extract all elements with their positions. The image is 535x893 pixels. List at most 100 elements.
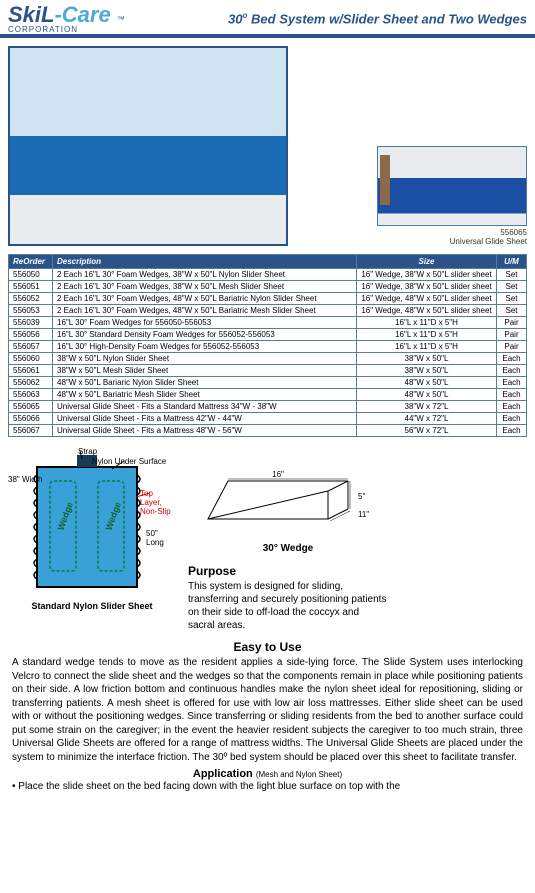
- table-cell: 16" Wedge, 38"W x 50"L slider sheet: [357, 281, 497, 293]
- table-cell: 44"W x 72"L: [357, 413, 497, 425]
- table-row: 55606138"W x 50"L Mesh Slider Sheet38"W …: [9, 365, 527, 377]
- table-cell: 556057: [9, 341, 53, 353]
- title-num: 30: [228, 12, 242, 27]
- table-row: 556065Universal Glide Sheet - Fits a Sta…: [9, 401, 527, 413]
- table-cell: 16" Wedge, 48"W x 50"L slider sheet: [357, 305, 497, 317]
- table-cell: 556039: [9, 317, 53, 329]
- table-cell: 38"W x 50"L: [357, 365, 497, 377]
- table-cell: 16"L x 11"D x 5"H: [357, 317, 497, 329]
- table-row: 55606248"W x 50"L Bariaric Nylon Slider …: [9, 377, 527, 389]
- wedge-svg: 16" 5" 11": [188, 469, 388, 539]
- logo-part-2: -Care: [54, 2, 110, 27]
- table-cell: Set: [497, 305, 527, 317]
- table-row: 556066Universal Glide Sheet - Fits a Mat…: [9, 413, 527, 425]
- top-layer-label: Top Layer, Non-Slip: [140, 489, 172, 516]
- table-cell: 2 Each 16"L 30° Foam Wedges, 38"W x 50"L…: [53, 269, 357, 281]
- table-cell: 38"W x 50"L Mesh Slider Sheet: [53, 365, 357, 377]
- table-cell: 556053: [9, 305, 53, 317]
- photo-caption-text: Universal Glide Sheet: [450, 237, 527, 246]
- col-description: Description: [53, 255, 357, 269]
- slider-sheet-diagram: Strap Nylon Under Surface 38" Width Wedg…: [12, 449, 172, 632]
- table-cell: 16"L x 11"D x 5"H: [357, 341, 497, 353]
- table-cell: 48"W x 50"L Bariaric Nylon Slider Sheet: [53, 377, 357, 389]
- table-cell: Each: [497, 353, 527, 365]
- table-cell: 16"L 30° Standard Density Foam Wedges fo…: [53, 329, 357, 341]
- table-cell: Universal Glide Sheet - Fits a Mattress …: [53, 425, 357, 437]
- side-product-photo-block: 556065 Universal Glide Sheet: [377, 146, 527, 246]
- table-cell: Set: [497, 281, 527, 293]
- main-product-photo: [8, 46, 288, 246]
- table-cell: 38"W x 72"L: [357, 401, 497, 413]
- table-row: 556067Universal Glide Sheet - Fits a Mat…: [9, 425, 527, 437]
- title-text: Bed System w/Slider Sheet and Two Wedges: [247, 12, 527, 27]
- glide-sheet-photo: [377, 146, 527, 226]
- table-header-row: ReOrder Description Size U/M: [9, 255, 527, 269]
- strap-label: Strap: [78, 447, 97, 456]
- table-cell: 16" Wedge, 38"W x 50"L slider sheet: [357, 269, 497, 281]
- application-section: Application (Mesh and Nylon Sheet) • Pla…: [0, 764, 535, 793]
- photo-code: 556065: [500, 228, 527, 237]
- table-row: 5560512 Each 16"L 30° Foam Wedges, 38"W …: [9, 281, 527, 293]
- table-row: 5560522 Each 16"L 30° Foam Wedges, 48"W …: [9, 293, 527, 305]
- table-cell: 556061: [9, 365, 53, 377]
- table-row: 55606348"W x 50"L Bariatric Mesh Slider …: [9, 389, 527, 401]
- table-cell: Pair: [497, 329, 527, 341]
- table-cell: 16"L x 11"D x 5"H: [357, 329, 497, 341]
- under-surface-label: Nylon Under Surface: [92, 457, 166, 466]
- application-heading: Application: [193, 768, 253, 780]
- table-cell: 556051: [9, 281, 53, 293]
- table-row: 5560532 Each 16"L 30° Foam Wedges, 48"W …: [9, 305, 527, 317]
- table-cell: 556066: [9, 413, 53, 425]
- table-cell: 16"L 30° High-Density Foam Wedges for 55…: [53, 341, 357, 353]
- table-cell: 556052: [9, 293, 53, 305]
- diagrams-row: Strap Nylon Under Surface 38" Width Wedg…: [0, 445, 535, 636]
- table-cell: Each: [497, 425, 527, 437]
- product-photos: 556065 Universal Glide Sheet: [0, 38, 535, 254]
- purpose-heading: Purpose: [188, 564, 388, 578]
- logo-part-1: SkiL: [8, 2, 54, 27]
- table-cell: 556067: [9, 425, 53, 437]
- col-size: Size: [357, 255, 497, 269]
- table-cell: Pair: [497, 341, 527, 353]
- table-cell: Set: [497, 293, 527, 305]
- table-cell: Universal Glide Sheet - Fits a Mattress …: [53, 413, 357, 425]
- table-cell: 16" Wedge, 48"W x 50"L slider sheet: [357, 293, 497, 305]
- table-cell: 16"L 30° Foam Wedges for 556050-556053: [53, 317, 357, 329]
- table-cell: 556056: [9, 329, 53, 341]
- table-cell: 2 Each 16"L 30° Foam Wedges, 38"W x 50"L…: [53, 281, 357, 293]
- table-cell: 56"W x 72"L: [357, 425, 497, 437]
- table-row: 55605616"L 30° Standard Density Foam Wed…: [9, 329, 527, 341]
- page-header: SkiL-Care ™ CORPORATION 30o Bed System w…: [0, 0, 535, 38]
- purpose-text: This system is designed for sliding, tra…: [188, 580, 388, 632]
- table-cell: 48"W x 50"L: [357, 377, 497, 389]
- logo-subtext: CORPORATION: [8, 26, 125, 34]
- logo-trademark: ™: [117, 15, 125, 24]
- wedge-diagram: 16" 5" 11" 30° Wedge Purpose This system…: [188, 449, 388, 632]
- brand-logo: SkiL-Care ™ CORPORATION: [8, 4, 125, 34]
- wedge-depth: 11": [358, 510, 369, 519]
- wedge-height: 5": [358, 492, 365, 501]
- table-cell: 556062: [9, 377, 53, 389]
- table-row: 55605716"L 30° High-Density Foam Wedges …: [9, 341, 527, 353]
- table-cell: 556065: [9, 401, 53, 413]
- table-cell: Pair: [497, 317, 527, 329]
- product-table: ReOrder Description Size U/M 5560502 Eac…: [8, 254, 527, 437]
- table-cell: 556060: [9, 353, 53, 365]
- easy-to-use-section: Easy to Use A standard wedge tends to mo…: [0, 636, 535, 764]
- table-row: 55603916"L 30° Foam Wedges for 556050-55…: [9, 317, 527, 329]
- table-cell: 48"W x 50"L Bariatric Mesh Slider Sheet: [53, 389, 357, 401]
- wedge-length: 16": [272, 470, 284, 479]
- sheet-diagram-caption: Standard Nylon Slider Sheet: [12, 601, 172, 611]
- table-cell: Each: [497, 365, 527, 377]
- easy-heading: Easy to Use: [12, 640, 523, 654]
- table-cell: Each: [497, 401, 527, 413]
- sheet-svg: Wedge Wedge: [12, 449, 172, 599]
- table-row: 55606038"W x 50"L Nylon Slider Sheet38"W…: [9, 353, 527, 365]
- table-cell: Universal Glide Sheet - Fits a Standard …: [53, 401, 357, 413]
- table-cell: Each: [497, 413, 527, 425]
- table-cell: 48"W x 50"L: [357, 389, 497, 401]
- col-uom: U/M: [497, 255, 527, 269]
- col-reorder: ReOrder: [9, 255, 53, 269]
- table-cell: 2 Each 16"L 30° Foam Wedges, 48"W x 50"L…: [53, 293, 357, 305]
- table-row: 5560502 Each 16"L 30° Foam Wedges, 38"W …: [9, 269, 527, 281]
